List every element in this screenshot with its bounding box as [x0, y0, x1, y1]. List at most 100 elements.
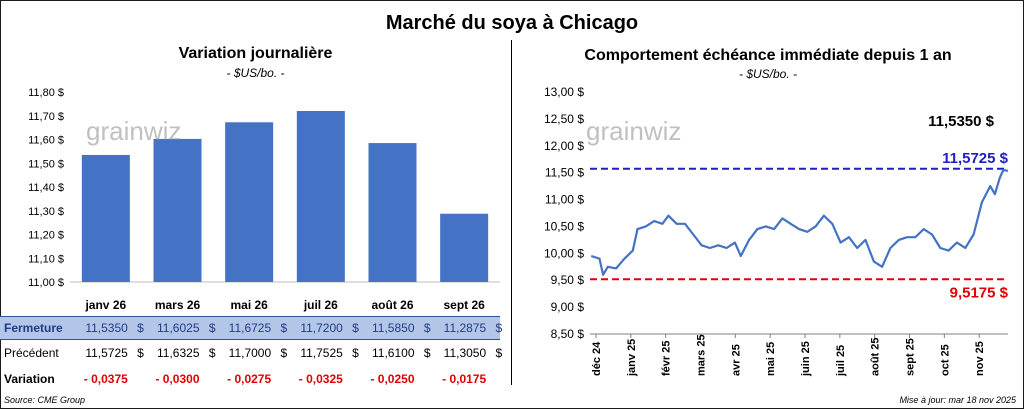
left-chart-title: Variation journalière: [178, 45, 333, 62]
line-watermark: grainwiz: [586, 116, 681, 146]
bar-x-tick-label: juil 26: [303, 298, 338, 312]
table-row-label: Variation: [4, 372, 55, 386]
right-chart-title: Comportement échéance immédiate depuis 1…: [584, 47, 952, 64]
line-x-tick-label: oct 25: [939, 344, 951, 376]
line-x-axis: déc 24 janv 25 févr 25 mars 25 avr 25 mai 25 j…: [590, 333, 1008, 377]
table-cell: 11,7200: [300, 321, 343, 335]
table-currency: $: [423, 321, 431, 335]
main-title: Marché du soya à Chicago: [385, 12, 639, 34]
low-line-label: 9,5175 $: [950, 284, 1009, 301]
table-cell: 11,5850: [372, 321, 415, 335]
table-currency: $: [208, 321, 216, 335]
bar-chart: 11,00 $ 11,10 $ 11,20 $ 11,30 $ 11,40 $ 11,50…: [28, 87, 500, 312]
table-cell: - 0,0275: [227, 372, 272, 386]
table-row-label: Fermeture: [4, 321, 63, 335]
table-currency: $: [137, 321, 144, 335]
line-y-tick-label: 9,00 $: [551, 300, 585, 314]
bar-watermark: grainwiz: [86, 116, 181, 146]
bar-y-tick-label: 11,40 $: [28, 182, 64, 194]
line-y-axis: 8,50 $ 9,00 $ 9,50 $ 10,00 $ 10,50 $ 11,00 $ 1…: [544, 85, 584, 341]
bar-y-tick-label: 11,30 $: [28, 206, 64, 218]
line-x-tick-label: janv 25: [626, 339, 638, 377]
bar: [153, 138, 202, 282]
line-x-tick-label: févr 25: [661, 341, 673, 376]
line-x-tick-label: mai 25: [765, 342, 777, 376]
line-x-tick-label: avr 25: [730, 344, 742, 376]
table-currency: $: [280, 346, 288, 360]
line-y-tick-label: 10,50 $: [544, 219, 584, 233]
table-currency: $: [423, 346, 431, 360]
source-note: Source: CME Group: [4, 395, 86, 405]
bar-x-axis: janv 26 mars 26 mai 26 juil 26 août 26 sept 2…: [84, 298, 485, 312]
line-x-tick-label: déc 24: [591, 341, 603, 376]
bar-y-tick-label: 11,20 $: [28, 230, 64, 242]
table-cell: - 0,0300: [155, 372, 200, 386]
left-chart-unit: - $US/bo. -: [226, 66, 285, 80]
bar: [440, 213, 489, 282]
bar-y-axis: 11,00 $ 11,10 $ 11,20 $ 11,30 $ 11,40 $ 11,50…: [28, 87, 500, 289]
high-line-label: 11,5725 $: [942, 150, 1009, 167]
bar-y-tick-label: 11,10 $: [28, 253, 64, 265]
bar-x-tick-label: mars 26: [155, 298, 201, 312]
bar-y-tick-label: 11,00 $: [28, 277, 64, 289]
table-cell: - 0,0325: [298, 372, 343, 386]
table-cell: 11,6100: [372, 346, 415, 360]
line-y-tick-label: 12,50 $: [544, 112, 584, 126]
line-y-tick-label: 13,00 $: [544, 85, 584, 99]
right-chart-unit: - $US/bo. -: [738, 67, 798, 81]
table-row-fermeture: Fermeture $11,5350 $11,6025 $11,6725 $11,720…: [0, 316, 503, 340]
table-currency: $: [208, 346, 216, 360]
line-y-tick-label: 11,00 $: [545, 193, 584, 207]
table-cell: 11,5725: [85, 346, 128, 360]
line-x-tick-label: nov 25: [974, 341, 986, 376]
table-row-variation: Variation - 0,0375 - 0,0300 - 0,0275 - 0,032…: [0, 368, 500, 390]
line-x-tick-label: juin 25: [800, 341, 812, 377]
table-currency: $: [137, 346, 144, 360]
table-currency: $: [495, 346, 503, 360]
bar: [225, 122, 274, 282]
table-cell: 11,2875: [443, 321, 487, 335]
bar: [81, 154, 130, 282]
line-series: [590, 167, 1009, 281]
line-x-tick-label: juil 25: [835, 345, 847, 377]
bar-y-tick-label: 11,80 $: [28, 87, 64, 99]
line-x-tick-label: mars 25: [696, 334, 708, 376]
bar-x-tick-label: janv 26: [84, 298, 126, 312]
bar-x-tick-label: août 26: [371, 298, 413, 312]
table-cell: 11,6725: [228, 321, 272, 335]
line-x-tick-label: sept 25: [905, 338, 917, 376]
price-line: [590, 168, 1009, 276]
table-row-label: Précédent: [4, 346, 59, 360]
line-y-tick-label: 9,50 $: [551, 273, 585, 287]
line-y-tick-label: 8,50 $: [551, 327, 585, 341]
line-annotations: 11,5350 $ 11,5725 $ 9,5175 $: [928, 113, 1009, 301]
table-currency: $: [280, 321, 288, 335]
table-cell: 11,7000: [228, 346, 272, 360]
table-cell: 11,5350: [85, 321, 128, 335]
update-note: Mise à jour: mar 18 nov 2025: [899, 395, 1016, 405]
table-cell: - 0,0250: [370, 372, 415, 386]
line-y-tick-label: 12,00 $: [544, 139, 584, 153]
bar-y-tick-label: 11,60 $: [28, 135, 64, 147]
table-cell: 11,6325: [157, 346, 200, 360]
table-currency: $: [495, 321, 503, 335]
bar-series: [81, 111, 489, 282]
table-cell: 11,3050: [443, 346, 487, 360]
line-x-tick-label: août 25: [870, 337, 882, 376]
table-cell: - 0,0175: [442, 372, 487, 386]
table-currency: $: [352, 346, 359, 360]
bar-y-tick-label: 11,70 $: [28, 111, 64, 123]
line-y-tick-label: 11,50 $: [545, 166, 584, 180]
table-currency: $: [352, 321, 359, 335]
panel-divider: [511, 40, 512, 385]
table-row-precedent: Précédent $11,5725 $11,6325 $11,7000 $11,752…: [0, 342, 503, 364]
bar-x-tick-label: mai 26: [230, 298, 268, 312]
last-price-label: 11,5350 $: [928, 113, 995, 130]
bar-x-tick-label: sept 26: [443, 298, 485, 312]
line-y-tick-label: 10,00 $: [544, 246, 584, 260]
table-cell: 11,7525: [300, 346, 343, 360]
bar: [296, 111, 345, 282]
bar: [368, 143, 417, 282]
bar-y-tick-label: 11,50 $: [28, 158, 64, 170]
table-cell: 11,6025: [157, 321, 200, 335]
